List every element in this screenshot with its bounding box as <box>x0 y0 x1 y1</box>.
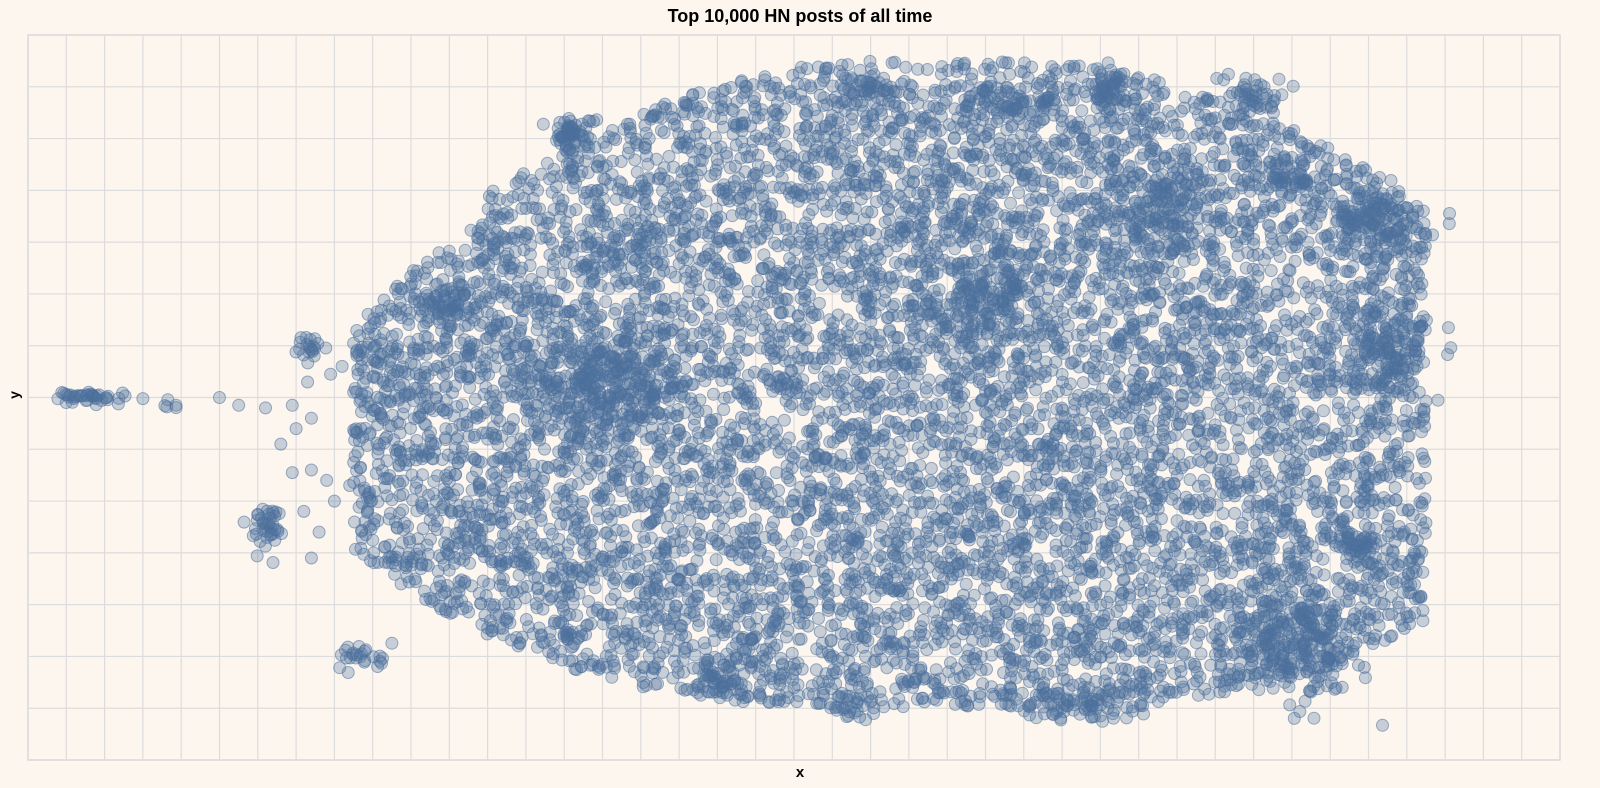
data-point <box>1382 509 1396 523</box>
data-point <box>924 461 938 475</box>
data-point <box>419 341 433 355</box>
data-point <box>1178 647 1191 661</box>
data-point <box>1196 573 1210 587</box>
data-point <box>396 503 410 517</box>
data-point <box>920 385 933 399</box>
data-point <box>1024 470 1038 484</box>
data-point <box>1327 153 1341 167</box>
data-point <box>769 466 783 480</box>
data-point <box>535 265 549 279</box>
data-point <box>976 677 990 691</box>
data-point <box>789 547 803 561</box>
data-point <box>1008 408 1022 422</box>
data-point <box>671 511 685 525</box>
data-point <box>899 573 913 587</box>
data-point <box>424 532 437 546</box>
data-point <box>1055 658 1068 672</box>
data-point <box>757 248 771 262</box>
data-point <box>1279 486 1293 500</box>
data-point <box>1391 437 1405 450</box>
data-point <box>1015 686 1029 700</box>
chart-title: Top 10,000 HN posts of all time <box>667 6 933 26</box>
data-point <box>511 188 525 201</box>
data-point <box>1403 610 1417 623</box>
data-point <box>1051 616 1065 630</box>
data-point <box>414 449 428 463</box>
data-point <box>771 239 785 253</box>
data-point <box>1282 263 1296 277</box>
data-point <box>662 149 676 163</box>
data-point <box>1034 530 1048 544</box>
data-point <box>742 285 755 298</box>
data-point <box>1216 391 1230 405</box>
data-point <box>395 536 409 550</box>
data-point <box>1277 369 1291 383</box>
data-point <box>482 577 496 591</box>
data-point <box>407 343 421 357</box>
data-point <box>349 542 362 556</box>
data-point <box>709 553 723 567</box>
data-point <box>1316 552 1330 566</box>
data-point <box>792 632 806 646</box>
data-point <box>1075 104 1089 118</box>
data-point <box>572 464 586 478</box>
data-point <box>1004 196 1017 210</box>
x-axis-label: x <box>795 764 805 781</box>
data-point <box>813 625 827 639</box>
data-point <box>777 413 791 427</box>
data-point <box>935 60 949 74</box>
data-point <box>671 474 685 488</box>
data-point <box>976 634 990 648</box>
data-point <box>657 126 671 139</box>
data-point <box>569 203 583 217</box>
data-point <box>1060 673 1074 687</box>
data-point <box>749 497 763 511</box>
data-point <box>929 663 943 677</box>
data-point <box>715 312 729 326</box>
data-points <box>51 54 1458 732</box>
data-point <box>1316 404 1330 418</box>
data-point <box>559 222 573 236</box>
data-point <box>1094 462 1108 476</box>
data-point <box>1103 590 1117 604</box>
data-point <box>916 613 930 627</box>
data-point <box>1070 328 1084 342</box>
data-point <box>599 295 613 309</box>
data-point <box>920 63 934 76</box>
data-point <box>674 681 688 695</box>
